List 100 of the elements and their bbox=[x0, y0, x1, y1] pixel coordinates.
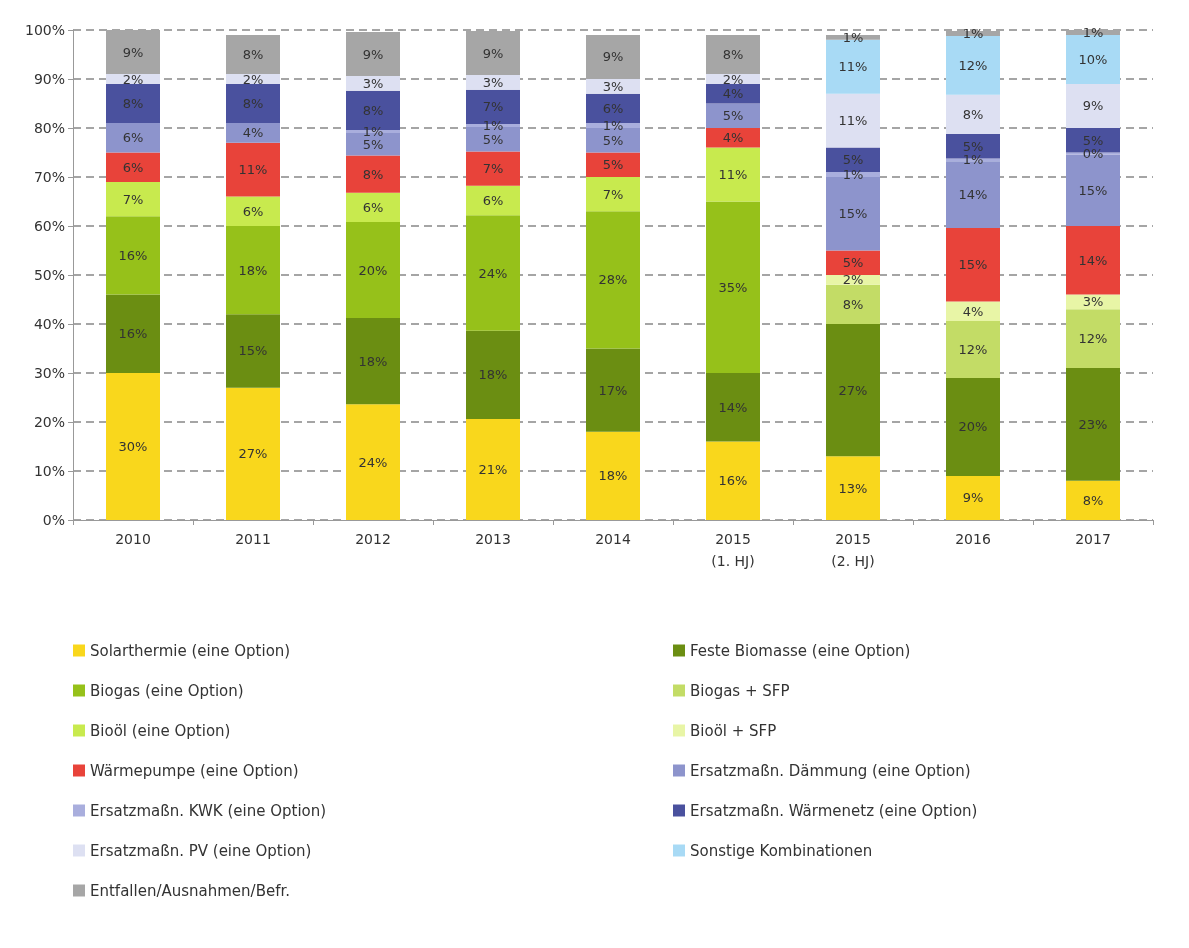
data-label: 6% bbox=[242, 203, 264, 219]
data-label: 11% bbox=[838, 59, 868, 75]
data-label: 9% bbox=[122, 44, 144, 60]
data-label: 8% bbox=[242, 47, 264, 62]
legend-label: Biogas (eine Option) bbox=[90, 681, 244, 700]
data-label: 18% bbox=[598, 468, 628, 484]
bar bbox=[346, 192, 400, 223]
data-label: 5% bbox=[602, 132, 624, 148]
data-label: 12% bbox=[958, 57, 988, 73]
bar bbox=[1066, 226, 1120, 295]
bar bbox=[466, 30, 520, 76]
bar bbox=[346, 318, 400, 405]
data-label: 8% bbox=[842, 296, 864, 312]
data-label: 28% bbox=[598, 272, 628, 288]
data-label: 20% bbox=[958, 419, 988, 435]
x-tick-label: 2015 (2. HJ) bbox=[831, 531, 875, 569]
bar bbox=[706, 441, 760, 520]
data-label: 13% bbox=[838, 480, 868, 496]
data-label: 1% bbox=[482, 118, 504, 134]
data-label: 6% bbox=[122, 130, 144, 146]
bar bbox=[226, 142, 280, 197]
data-label: 9% bbox=[482, 45, 504, 61]
data-label: 8% bbox=[122, 96, 144, 111]
bar bbox=[1066, 480, 1120, 520]
bar bbox=[1066, 368, 1120, 481]
bar bbox=[1066, 309, 1120, 369]
legend-label: Ersatzmaßn. Dämmung (eine Option) bbox=[690, 761, 971, 780]
bar bbox=[106, 152, 160, 182]
bar bbox=[106, 216, 160, 295]
data-label: 14% bbox=[958, 187, 988, 203]
bar bbox=[226, 34, 280, 75]
bar bbox=[226, 83, 280, 124]
data-label: 3% bbox=[482, 74, 504, 90]
bar bbox=[586, 34, 640, 79]
bar bbox=[706, 103, 760, 128]
data-label: 6% bbox=[362, 199, 384, 215]
data-label: 15% bbox=[958, 257, 988, 273]
data-label: 16% bbox=[118, 247, 148, 263]
data-label: 9% bbox=[362, 46, 384, 62]
data-label: 11% bbox=[238, 162, 268, 178]
data-label: 18% bbox=[478, 367, 508, 383]
bar bbox=[106, 123, 160, 153]
bar bbox=[106, 83, 160, 124]
data-label: 2% bbox=[722, 71, 744, 87]
bar bbox=[706, 373, 760, 442]
x-tick-label: 2010 bbox=[115, 531, 151, 547]
x-tick-label: 2013 bbox=[475, 531, 511, 547]
data-label: 4% bbox=[242, 125, 264, 141]
bar bbox=[106, 294, 160, 373]
legend-label: Ersatzmaßn. Wärmenetz (eine Option) bbox=[690, 801, 978, 820]
data-label: 0% bbox=[1082, 145, 1104, 161]
data-label: 5% bbox=[722, 108, 744, 124]
legend-label: Ersatzmaßn. KWK (eine Option) bbox=[90, 801, 327, 820]
bar bbox=[346, 404, 400, 520]
legend-label: Feste Biomasse (eine Option) bbox=[690, 641, 911, 660]
data-label: 3% bbox=[1082, 294, 1104, 310]
data-label: 12% bbox=[1078, 331, 1108, 347]
legend-label: Wärmepumpe (eine Option) bbox=[90, 761, 299, 780]
x-tick-label: 2011 bbox=[235, 531, 271, 547]
data-label: 8% bbox=[1082, 492, 1104, 508]
data-label: 8% bbox=[362, 102, 384, 118]
data-label: 5% bbox=[842, 152, 864, 168]
bar bbox=[826, 93, 880, 148]
y-tick-label: 70% bbox=[33, 169, 65, 185]
bar bbox=[346, 31, 400, 77]
data-label: 5% bbox=[602, 157, 624, 173]
legend-label: Solarthermie (eine Option) bbox=[90, 641, 291, 660]
bar bbox=[1066, 83, 1120, 128]
data-label: 2% bbox=[122, 71, 144, 87]
data-label: 18% bbox=[358, 353, 388, 369]
bar bbox=[946, 227, 1000, 302]
data-label: 7% bbox=[602, 186, 624, 202]
bar bbox=[106, 30, 160, 75]
data-label: 24% bbox=[478, 265, 508, 281]
bar bbox=[826, 177, 880, 251]
data-label: 6% bbox=[482, 193, 504, 209]
bar bbox=[946, 377, 1000, 476]
bar bbox=[466, 419, 520, 520]
data-label: 8% bbox=[362, 166, 384, 182]
data-label: 27% bbox=[238, 446, 268, 462]
data-label: 9% bbox=[1082, 98, 1104, 114]
data-label: 5% bbox=[962, 138, 984, 154]
data-label: 11% bbox=[718, 167, 748, 183]
bar bbox=[826, 284, 880, 324]
data-label: 18% bbox=[238, 262, 268, 278]
data-label: 15% bbox=[838, 206, 868, 222]
data-label: 1% bbox=[962, 152, 984, 168]
bar bbox=[226, 196, 280, 226]
y-tick-label: 10% bbox=[33, 463, 65, 479]
bar bbox=[706, 34, 760, 75]
data-label: 8% bbox=[962, 106, 984, 122]
data-label: 2% bbox=[842, 272, 864, 288]
y-tick-label: 20% bbox=[33, 414, 65, 430]
data-label: 16% bbox=[118, 326, 148, 342]
bar bbox=[106, 181, 160, 217]
legend-label: Ersatzmaßn. PV (eine Option) bbox=[90, 841, 312, 860]
bar bbox=[466, 215, 520, 331]
data-label: 24% bbox=[358, 454, 388, 470]
y-tick-label: 50% bbox=[33, 267, 65, 283]
data-label: 14% bbox=[718, 399, 748, 415]
